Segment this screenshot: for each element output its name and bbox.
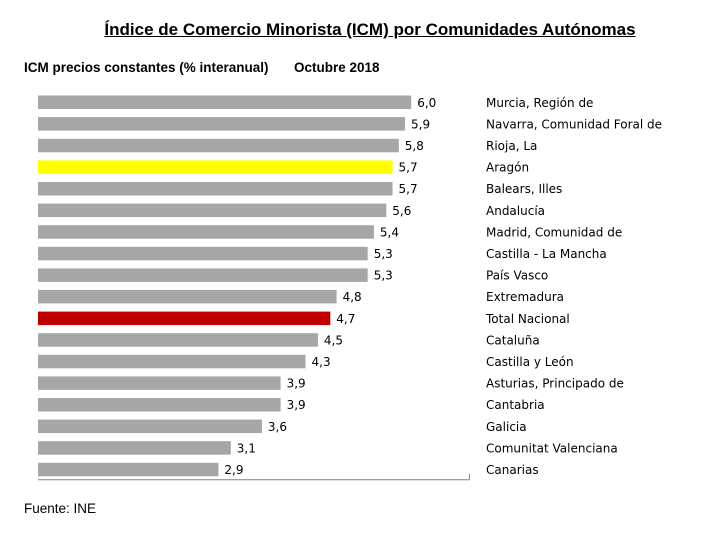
category-label: Rioja, La bbox=[486, 139, 537, 153]
bar bbox=[38, 354, 306, 369]
category-label: Balears, Illes bbox=[486, 182, 562, 196]
bar bbox=[38, 182, 393, 196]
chart-period: Octubre 2018 bbox=[294, 60, 380, 75]
category-label: Cantabria bbox=[486, 398, 545, 412]
value-label: 3,6 bbox=[268, 420, 287, 434]
category-label: Extremadura bbox=[486, 290, 564, 304]
bar bbox=[38, 117, 405, 131]
category-label: Comunitat Valenciana bbox=[486, 441, 618, 455]
chart-source: Fuente: INE bbox=[24, 501, 97, 516]
value-label: 3,1 bbox=[237, 441, 256, 455]
value-label: 4,7 bbox=[336, 312, 355, 326]
value-label: 3,9 bbox=[287, 398, 306, 412]
chart-subtitle: ICM precios constantes (% interanual) bbox=[24, 60, 269, 75]
category-label: País Vasco bbox=[486, 269, 548, 283]
bar bbox=[38, 289, 337, 304]
value-label: 3,9 bbox=[287, 377, 306, 391]
bar bbox=[38, 246, 368, 261]
chart-title: Índice de Comercio Minorista (ICM) por C… bbox=[104, 20, 636, 39]
category-label: Asturias, Principado de bbox=[486, 377, 624, 391]
category-label: Castilla y León bbox=[486, 355, 574, 369]
category-label: Murcia, Región de bbox=[486, 96, 593, 110]
value-label: 5,4 bbox=[380, 225, 399, 239]
value-label: 5,9 bbox=[411, 117, 430, 131]
bar bbox=[38, 225, 374, 239]
value-label: 5,6 bbox=[392, 204, 411, 218]
value-label: 5,7 bbox=[399, 161, 418, 175]
category-label: Aragón bbox=[486, 161, 529, 175]
bar bbox=[38, 203, 387, 218]
bar bbox=[38, 398, 281, 412]
bar bbox=[38, 376, 281, 390]
value-label: 6,0 bbox=[417, 96, 436, 110]
bar bbox=[38, 333, 318, 347]
category-label: Navarra, Comunidad Foral de bbox=[486, 117, 662, 131]
value-label: 5,3 bbox=[374, 247, 393, 261]
bar bbox=[38, 268, 368, 282]
value-label: 4,5 bbox=[324, 333, 343, 347]
category-label: Total Nacional bbox=[485, 312, 570, 326]
value-label: 4,8 bbox=[343, 290, 362, 304]
bar bbox=[38, 419, 262, 434]
bar bbox=[38, 138, 399, 153]
bar bbox=[38, 311, 331, 326]
category-label: Madrid, Comunidad de bbox=[486, 225, 622, 239]
value-label: 5,3 bbox=[374, 269, 393, 283]
value-label: 4,3 bbox=[312, 355, 331, 369]
value-label: 2,9 bbox=[224, 463, 243, 477]
bar bbox=[38, 462, 219, 477]
category-label: Castilla - La Mancha bbox=[486, 247, 607, 261]
value-label: 5,7 bbox=[399, 182, 418, 196]
category-label: Galicia bbox=[486, 420, 527, 434]
category-label: Canarias bbox=[486, 463, 539, 477]
bar bbox=[38, 160, 393, 174]
category-label: Andalucía bbox=[486, 204, 545, 218]
bar bbox=[38, 441, 231, 455]
value-label: 5,8 bbox=[405, 139, 424, 153]
category-label: Cataluña bbox=[486, 333, 540, 347]
bar bbox=[38, 95, 412, 109]
